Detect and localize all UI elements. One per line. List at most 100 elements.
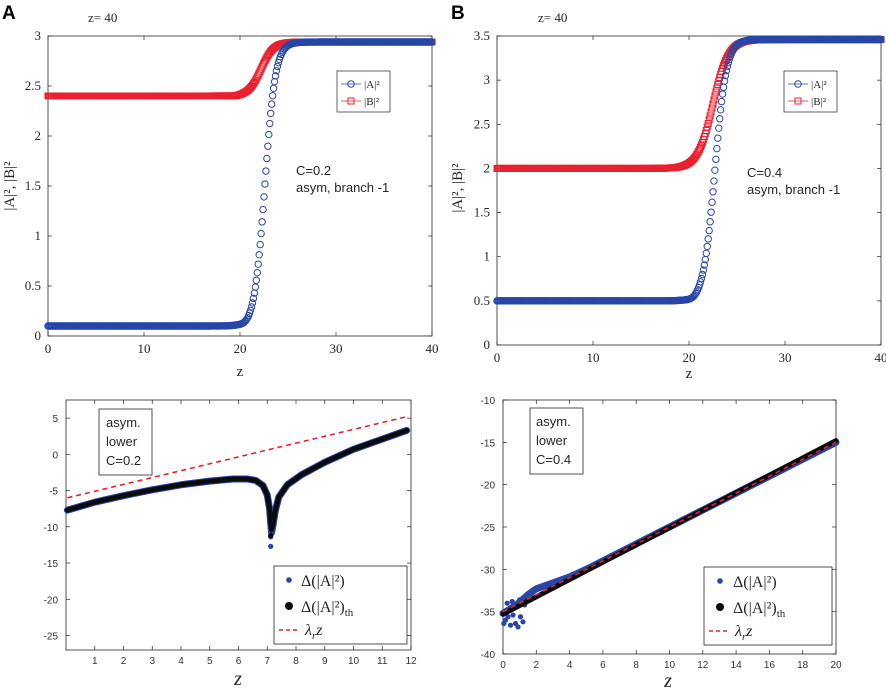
x-tick-label: 18: [797, 660, 809, 671]
annotation-line-2: lower: [536, 433, 568, 448]
y-tick-label: -25: [481, 523, 496, 534]
x-ticks: 0 10 20 30 40: [45, 36, 439, 356]
data-point: [699, 266, 708, 274]
y-tick-label: 2.5: [474, 116, 490, 131]
series-A-squared: [44, 38, 436, 330]
x-tick-label: 7: [264, 656, 270, 667]
y-tick-label: 3.5: [474, 28, 490, 43]
x-tick-label: 14: [731, 660, 743, 671]
x-tick-label: 2: [534, 660, 540, 671]
x-tick-label: 20: [234, 341, 247, 356]
data-point: [698, 270, 707, 279]
x-ticks: 1 2 3 4 5 6 7 8 9 10 11 12: [92, 400, 417, 667]
x-tick-label: 10: [138, 341, 151, 356]
data-point: [705, 116, 713, 124]
annotation-line-2: asym, branch -1: [296, 180, 389, 195]
annotation-line-1: asym.: [106, 415, 141, 430]
x-tick-label: 12: [697, 660, 709, 671]
data-point: [517, 614, 524, 620]
data-point: [252, 276, 261, 284]
panel-label-b: B: [451, 3, 465, 24]
x-tick-label: 20: [830, 660, 842, 671]
legend-marker-delta-th: [285, 602, 293, 610]
legend-label-lambda-sym: λ: [304, 622, 312, 639]
data-point: [704, 119, 712, 127]
y-tick-label: 2: [35, 128, 42, 143]
x-axis-label: z: [663, 670, 672, 690]
y-tick-label: -15: [44, 559, 59, 570]
data-marks: [63, 415, 411, 549]
data-point: [709, 100, 717, 108]
data-marks: [44, 38, 436, 330]
legend-label-a: |A|²: [811, 79, 827, 91]
y-axis-label: |A|², |B|²: [450, 163, 466, 213]
x-tick-label: 12: [405, 656, 417, 667]
annotation-line-1: asym.: [536, 414, 571, 429]
data-point: [717, 97, 726, 106]
data-point: [700, 261, 709, 269]
legend-label-lambda: λrz: [734, 623, 753, 643]
chart-a-bottom: 50-5-10-15-20-25 1 2 3 4 5 6 7 8 9 10 11 12 z asym.…: [44, 399, 417, 690]
data-point: [259, 205, 267, 214]
x-axis-label: z: [686, 366, 693, 382]
data-point: [711, 166, 719, 174]
x-tick-label: 0: [494, 350, 501, 365]
data-point: [257, 229, 265, 238]
y-tick-label: 1: [35, 228, 42, 243]
y-tick-label: -35: [481, 608, 496, 619]
legend-label-lambda-sym: λ: [734, 623, 742, 640]
legend-marker-delta-th: [716, 603, 724, 611]
data-point: [260, 193, 268, 201]
panel-label-a: A: [2, 3, 16, 24]
series-delta-th-line: [64, 427, 410, 533]
annotation-line-2: asym, branch -1: [747, 182, 840, 197]
x-ticks: 0 10 20 30 40: [494, 36, 886, 365]
data-marks: [499, 438, 840, 630]
data-point: [721, 71, 730, 80]
y-tick-label: 3: [484, 72, 491, 87]
annotation-line-3: C=0.4: [536, 452, 571, 467]
x-tick-label: 10: [348, 656, 360, 667]
x-tick-label: 16: [764, 660, 776, 671]
x-tick-label: 4: [567, 660, 573, 671]
y-tick-label: 0.5: [25, 278, 41, 293]
x-tick-label: 40: [875, 350, 886, 365]
y-tick-label: 3: [35, 28, 42, 43]
data-point: [507, 622, 514, 628]
data-point: [517, 597, 523, 603]
data-point: [713, 84, 721, 92]
x-axis-label: z: [233, 668, 242, 690]
data-point: [709, 188, 717, 196]
x-tick-label: 0: [45, 341, 52, 356]
data-point: [718, 90, 727, 98]
data-point: [692, 289, 700, 298]
data-point: [707, 208, 715, 216]
data-point: [697, 274, 706, 283]
legend-label-b: |B|²: [811, 96, 827, 108]
legend-marker-a: [347, 80, 355, 88]
data-point: [703, 123, 711, 131]
legend-label-delta-th-main: Δ(|A|²): [733, 600, 777, 617]
x-tick-label: 6: [236, 656, 242, 667]
legend: |A|² |B|²: [783, 70, 838, 113]
y-tick-label: 1.5: [474, 205, 490, 220]
y-tick-label: 0: [35, 328, 42, 343]
data-point: [255, 251, 263, 259]
chart-b-top: z= 40 0 0.5 1 1.5 2 2.5 3 3.5 0 10 20 30 40 z |A|²,…: [450, 10, 886, 382]
y-ticks: 5 0 -5 -10 -15 -20 -25: [44, 414, 411, 643]
data-point: [702, 249, 710, 258]
data-point: [710, 177, 718, 185]
data-point: [520, 619, 526, 625]
series-A-squared: [493, 35, 885, 305]
annotation-box: asym. lower C=0.2: [98, 408, 153, 476]
y-tick-label: -40: [481, 650, 496, 661]
x-tick-label: 10: [587, 350, 600, 365]
data-point: [262, 167, 270, 175]
annotation-frame: [98, 408, 153, 476]
data-point: [268, 543, 274, 549]
x-tick-label: 11: [377, 656, 388, 667]
data-point: [254, 260, 262, 268]
y-axis-label: |A|², |B|²: [2, 161, 18, 211]
annotation-line-2: lower: [106, 434, 138, 449]
